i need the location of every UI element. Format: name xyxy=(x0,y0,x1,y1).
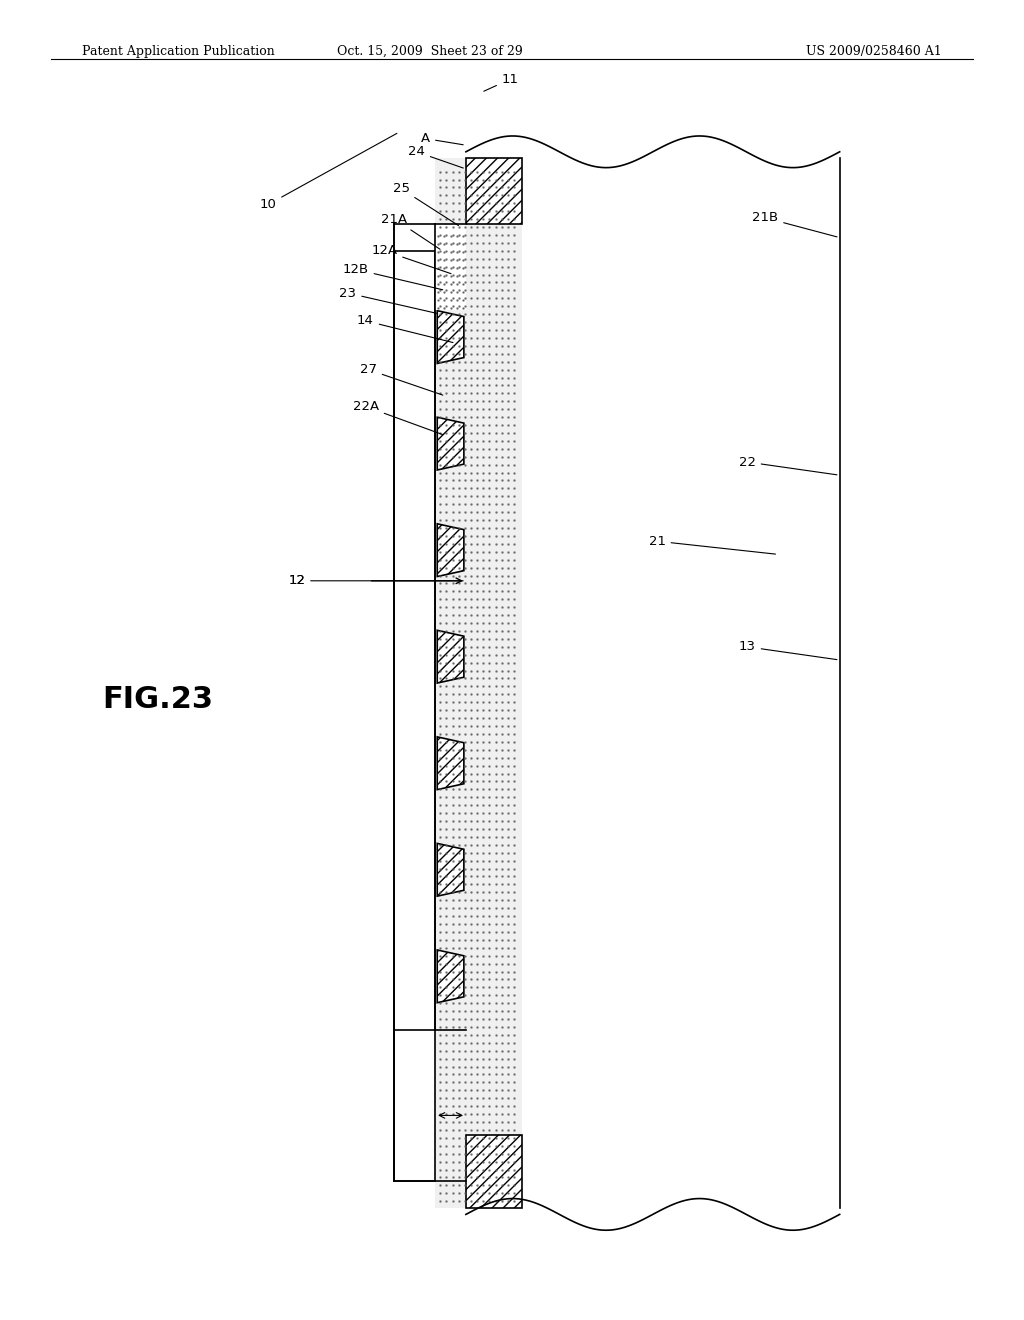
Polygon shape xyxy=(437,950,464,1003)
Bar xyxy=(410,849,435,891)
Text: 12: 12 xyxy=(288,574,463,587)
Text: 14: 14 xyxy=(357,314,453,342)
Bar xyxy=(394,251,435,1181)
Text: 10: 10 xyxy=(260,133,397,211)
Polygon shape xyxy=(437,524,464,577)
Polygon shape xyxy=(437,417,464,470)
Text: 22A: 22A xyxy=(352,400,442,434)
Text: 23: 23 xyxy=(339,286,437,314)
Bar xyxy=(410,529,435,572)
Text: FIG.23: FIG.23 xyxy=(102,685,213,714)
Text: 22: 22 xyxy=(738,455,837,475)
Bar xyxy=(435,224,466,310)
Text: 21: 21 xyxy=(648,535,775,554)
Text: A: A xyxy=(421,132,463,145)
Text: 21A: 21A xyxy=(381,213,440,249)
Polygon shape xyxy=(437,310,464,363)
Text: 24: 24 xyxy=(409,145,463,168)
Text: 13: 13 xyxy=(738,640,837,660)
Text: 27: 27 xyxy=(359,363,442,395)
Polygon shape xyxy=(437,843,464,896)
Bar xyxy=(410,742,435,784)
Text: 25: 25 xyxy=(392,182,459,226)
Polygon shape xyxy=(437,737,464,789)
Bar xyxy=(410,956,435,998)
Polygon shape xyxy=(437,631,464,682)
Text: US 2009/0258460 A1: US 2009/0258460 A1 xyxy=(806,45,942,58)
Bar xyxy=(410,635,435,678)
Bar xyxy=(466,158,522,224)
Bar xyxy=(410,315,435,358)
Text: 12B: 12B xyxy=(342,263,442,290)
Text: Oct. 15, 2009  Sheet 23 of 29: Oct. 15, 2009 Sheet 23 of 29 xyxy=(337,45,523,58)
Bar xyxy=(410,422,435,465)
Text: 12: 12 xyxy=(288,574,305,587)
Bar xyxy=(466,1135,522,1208)
Text: 11: 11 xyxy=(483,73,519,91)
Text: Patent Application Publication: Patent Application Publication xyxy=(82,45,274,58)
Text: 21B: 21B xyxy=(752,211,837,236)
Text: 12A: 12A xyxy=(371,244,451,273)
Bar xyxy=(435,158,522,1208)
